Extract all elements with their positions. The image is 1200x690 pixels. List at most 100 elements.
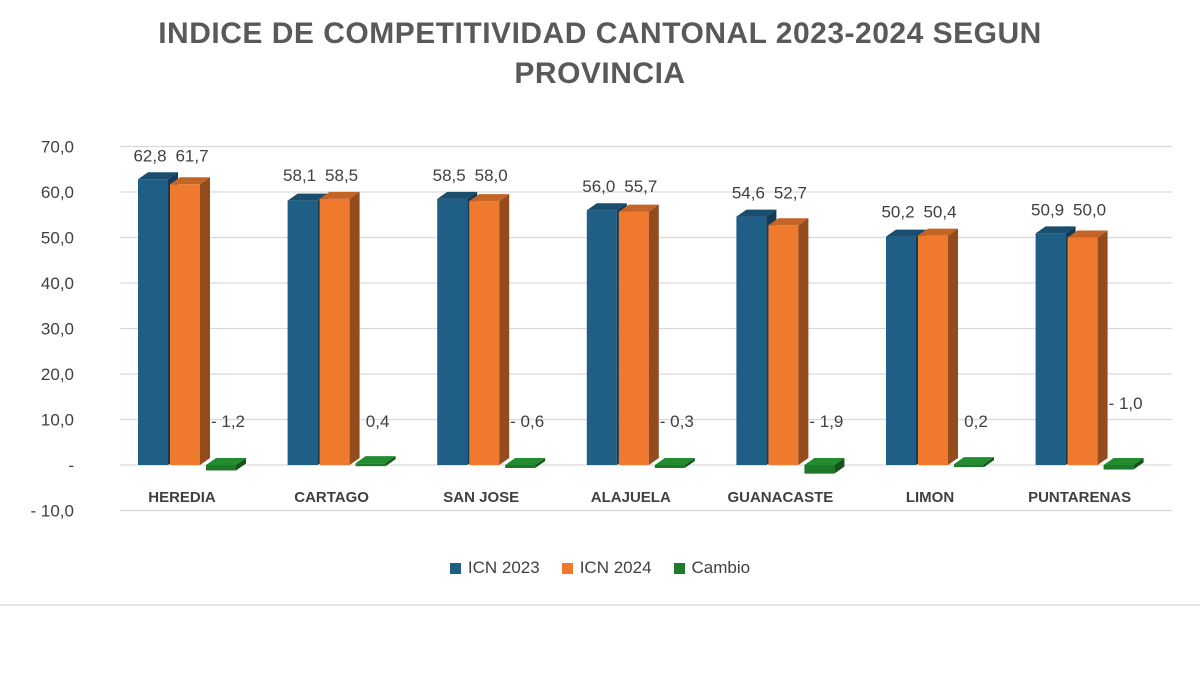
y-tick-label: - 10,0 xyxy=(31,502,74,521)
bar-icn-2023 xyxy=(287,200,318,465)
bar-icn-2024-side xyxy=(798,218,809,465)
bar-icn-2024-top xyxy=(768,218,809,226)
bar-icn-2023-top xyxy=(736,209,777,217)
data-label: 58,5 xyxy=(325,166,358,185)
bar-icn-2024 xyxy=(1067,237,1098,465)
bar-icn-2023-top xyxy=(437,191,478,199)
bar-cambio-top xyxy=(1103,458,1144,465)
bar-cambio-side xyxy=(684,458,695,468)
data-label: - 1,2 xyxy=(211,412,245,431)
bar-icn-2024-side xyxy=(1097,230,1108,465)
y-tick-label: 20,0 xyxy=(41,365,74,384)
bar-cambio xyxy=(654,465,685,468)
data-label: 50,4 xyxy=(923,203,956,222)
x-category-label: HEREDIA xyxy=(148,489,216,506)
bar-cambio-side xyxy=(236,458,246,471)
data-label: - 0,6 xyxy=(510,412,544,431)
bar-cambio-side xyxy=(984,457,994,468)
chart-title: INDICE DE COMPETITIVIDAD CANTONAL 2023-2… xyxy=(0,14,1200,94)
bar-icn-2024-top xyxy=(170,177,210,185)
bar-cambio xyxy=(1103,465,1134,470)
y-tick-label: 60,0 xyxy=(41,183,74,202)
bar-icn-2024-top xyxy=(618,204,659,212)
chart-title-line-1: INDICE DE COMPETITIVIDAD CANTONAL 2023-2… xyxy=(158,17,1042,50)
data-label: 55,7 xyxy=(624,177,657,196)
legend-label-icn-2023: ICN 2023 xyxy=(467,558,540,577)
legend-item-cambio[interactable]: Cambio xyxy=(673,558,751,578)
bar-icn-2023 xyxy=(886,236,916,465)
data-label: 62,8 xyxy=(133,146,166,165)
bar-icn-2024-side xyxy=(499,194,510,465)
data-label: 61,7 xyxy=(175,146,208,165)
legend-item-icn-2023[interactable]: ICN 2023 xyxy=(449,558,540,578)
bar-icn-2023-top xyxy=(586,203,627,211)
data-label: 50,0 xyxy=(1073,200,1106,219)
x-category-label: LIMON xyxy=(906,489,954,506)
x-category-label: SAN JOSE xyxy=(443,489,519,506)
bar-cambio-top xyxy=(355,456,396,464)
bar-icn-2024-top xyxy=(918,228,958,236)
data-label: 58,1 xyxy=(283,166,316,185)
bar-cambio-side xyxy=(385,456,396,467)
bar-cambio-top xyxy=(206,458,246,465)
bar-icn-2023-top xyxy=(886,229,926,237)
bar-cambio-top xyxy=(804,458,845,465)
bar-cambio xyxy=(206,465,236,471)
bar-cambio xyxy=(505,465,536,468)
bar-cambio-top xyxy=(654,458,695,465)
bar-icn-2023-top xyxy=(1035,226,1076,234)
data-label: 0,4 xyxy=(366,412,390,431)
legend-item-icn-2024[interactable]: ICN 2024 xyxy=(561,558,652,578)
legend-label-icn-2024: ICN 2024 xyxy=(579,558,652,577)
bar-icn-2023-top xyxy=(138,172,178,180)
bar-icn-2024-side xyxy=(648,204,659,465)
x-category-label: CARTAGO xyxy=(294,489,369,506)
data-label: 54,6 xyxy=(732,184,765,203)
legend-swatch-icn-2024 xyxy=(561,562,573,574)
bar-icn-2023 xyxy=(736,216,767,465)
data-label: 50,9 xyxy=(1031,200,1064,219)
y-tick-label: 40,0 xyxy=(41,274,74,293)
bar-icn-2024-top xyxy=(1067,230,1108,238)
bar-cambio-top xyxy=(505,458,546,465)
x-category-label: PUNTARENAS xyxy=(1028,489,1131,506)
data-label: 58,5 xyxy=(433,166,466,185)
bar-icn-2024-top xyxy=(469,194,510,202)
bottom-divider xyxy=(0,604,1200,606)
bar-icn-2024-side xyxy=(349,191,360,465)
legend-swatch-icn-2023 xyxy=(449,562,461,574)
bar-icn-2024-side xyxy=(200,177,210,465)
bar-icn-2023-top xyxy=(287,193,328,201)
data-label: - 1,9 xyxy=(809,412,843,431)
legend-label-cambio: Cambio xyxy=(691,558,751,577)
data-label: 52,7 xyxy=(774,184,807,203)
bar-cambio-side xyxy=(535,458,546,468)
data-label: 50,2 xyxy=(881,203,914,222)
bar-icn-2024 xyxy=(469,201,500,465)
bar-cambio-side xyxy=(1133,458,1144,470)
y-tick-label: - xyxy=(68,456,74,475)
bar-cambio xyxy=(804,465,835,474)
bar-icn-2023 xyxy=(138,179,168,465)
data-label: 58,0 xyxy=(475,166,508,185)
bar-icn-2023 xyxy=(437,198,468,465)
bar-cambio xyxy=(954,464,984,468)
bar-cambio-side xyxy=(834,458,845,474)
bar-cambio-top xyxy=(954,457,994,465)
data-label: 0,2 xyxy=(964,412,988,431)
bar-cambio xyxy=(355,463,386,467)
y-tick-label: 50,0 xyxy=(41,229,74,248)
data-label: 56,0 xyxy=(582,177,615,196)
bar-icn-2024 xyxy=(170,184,200,465)
chart-title-line-2: PROVINCIA xyxy=(514,57,686,90)
bar-icn-2023 xyxy=(586,210,617,465)
bar-icn-2024 xyxy=(918,235,948,465)
y-tick-label: 70,0 xyxy=(41,138,74,157)
bar-icn-2024 xyxy=(319,198,350,465)
bar-icn-2024-side xyxy=(948,228,958,465)
chart-legend: ICN 2023 ICN 2024 Cambio xyxy=(0,558,1200,578)
y-tick-label: 30,0 xyxy=(41,320,74,339)
legend-swatch-cambio xyxy=(673,562,685,574)
bar-icn-2024-top xyxy=(319,191,360,199)
